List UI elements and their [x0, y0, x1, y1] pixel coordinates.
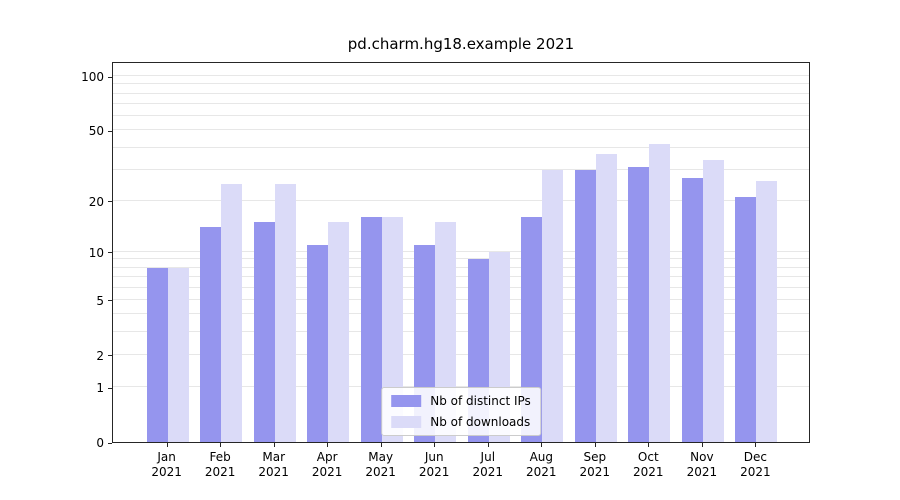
x-tick-mark [327, 443, 329, 447]
legend-label: Nb of downloads [430, 415, 531, 429]
plot-area: Nb of distinct IPs Nb of downloads [112, 62, 810, 443]
bar-downloads [649, 143, 671, 442]
gridline [113, 250, 809, 252]
y-tick-mark [108, 201, 112, 202]
legend-item: Nb of downloads [391, 415, 531, 429]
bar-distinct-ips [628, 167, 650, 442]
y-tick-mark [108, 300, 112, 302]
x-tick-mark [380, 443, 382, 447]
x-tick-label: Feb 2021 [204, 450, 236, 479]
x-tick-mark [755, 443, 757, 447]
legend-label: Nb of distinct IPs [430, 394, 531, 408]
bar-distinct-ips [521, 217, 543, 442]
bar-distinct-ips [146, 267, 168, 442]
legend-swatch-distinct-ips [391, 395, 422, 407]
y-tick-label: 20 [88, 194, 104, 209]
bar-downloads [542, 169, 564, 442]
chart-title: pd.charm.hg18.example 2021 [347, 35, 575, 53]
x-tick-mark [701, 443, 703, 447]
y-tick-mark [108, 355, 112, 357]
gridline [113, 75, 809, 76]
bar-distinct-ips [681, 177, 703, 442]
bar-downloads [702, 160, 724, 442]
x-tick-mark [273, 443, 275, 447]
bar-downloads [328, 222, 350, 442]
gridline [113, 146, 809, 148]
bar-downloads [595, 153, 617, 442]
bar-distinct-ips [307, 244, 329, 442]
x-tick-mark [648, 443, 650, 447]
bar-downloads [274, 183, 296, 442]
gridline [113, 168, 809, 170]
x-tick-label: Mar 2021 [258, 450, 289, 479]
x-tick-label: Sep 2021 [579, 450, 611, 479]
gridline [113, 353, 809, 355]
gridline [113, 276, 809, 278]
x-tick-mark [541, 443, 543, 447]
x-tick-label: May 2021 [365, 450, 396, 479]
y-tick-label: 5 [96, 293, 104, 308]
x-tick-mark [220, 443, 222, 447]
y-tick-mark [108, 130, 112, 132]
bar-downloads [381, 217, 403, 442]
x-tick-label: Oct 2021 [633, 450, 664, 479]
x-tick-mark [487, 443, 489, 447]
gridline [113, 313, 809, 315]
bar-distinct-ips [574, 169, 596, 442]
gridline [113, 298, 809, 300]
y-tick-label: 2 [96, 348, 104, 363]
y-tick-mark [108, 387, 112, 389]
gridline [113, 331, 809, 333]
gridline [113, 266, 809, 268]
gridline [113, 92, 809, 94]
y-tick-label: 100 [81, 70, 104, 84]
gridline [113, 386, 809, 387]
x-tick-label: Jun 2021 [418, 450, 450, 479]
x-tick-label: Apr 2021 [311, 450, 343, 479]
bar-downloads [756, 180, 778, 442]
x-tick-label: Aug 2021 [526, 450, 557, 479]
bar-downloads [167, 267, 189, 442]
x-tick-label: Dec 2021 [740, 450, 771, 479]
y-tick-label: 50 [88, 124, 104, 139]
x-tick-mark [434, 443, 436, 447]
legend: Nb of distinct IPs Nb of downloads [381, 387, 541, 436]
bar-downloads [221, 183, 243, 442]
gridline [113, 115, 809, 116]
y-tick-mark [108, 76, 112, 78]
x-tick-label: Nov 2021 [686, 450, 718, 479]
x-tick-label: Jul 2021 [472, 450, 504, 479]
y-tick-label: 10 [88, 245, 104, 260]
gridline [113, 102, 809, 104]
legend-swatch-downloads [391, 416, 422, 428]
y-tick-mark [108, 442, 112, 444]
x-tick-label: Jan 2021 [151, 450, 182, 479]
gridline [113, 286, 809, 288]
y-tick-mark [108, 252, 112, 254]
x-tick-mark [594, 443, 596, 447]
gridline [113, 83, 809, 85]
y-tick-label: 0 [96, 436, 104, 450]
gridline [113, 129, 809, 131]
gridline [113, 258, 809, 260]
x-tick-mark [166, 443, 168, 447]
legend-item: Nb of distinct IPs [391, 394, 531, 408]
bar-distinct-ips [735, 196, 757, 442]
y-tick-label: 1 [96, 381, 104, 395]
bar-distinct-ips [200, 227, 222, 442]
bar-distinct-ips [360, 217, 382, 442]
gridline [113, 199, 809, 201]
bar-distinct-ips [253, 222, 275, 442]
